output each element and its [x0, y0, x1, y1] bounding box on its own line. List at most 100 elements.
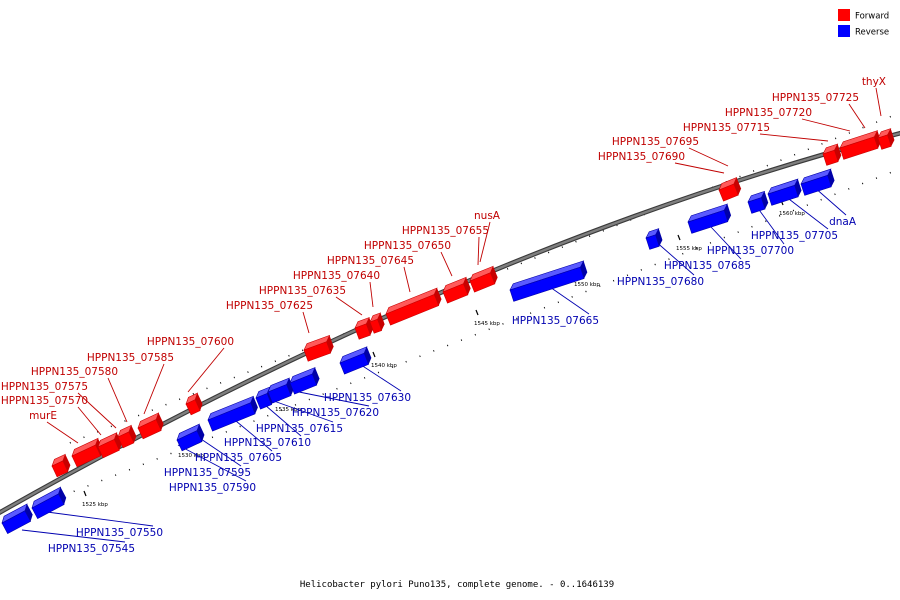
gene-label-hppn135-07680[interactable]: HPPN135_07680: [617, 276, 704, 288]
gene-label-hppn135-07725[interactable]: HPPN135_07725: [772, 92, 859, 104]
gene-front-face: [1, 510, 31, 535]
gene-label-mure[interactable]: murE: [29, 410, 57, 422]
gene-hppn135-07545[interactable]: [0, 503, 35, 535]
upper-minor-tick: [547, 251, 550, 254]
gene-label-hppn135-07715[interactable]: HPPN135_07715: [683, 122, 770, 134]
gene-label-hppn135-07545[interactable]: HPPN135_07545: [48, 543, 135, 555]
gene-hppn135-07650[interactable]: [441, 276, 472, 304]
lower-minor-tick: [599, 285, 601, 287]
leader-line: [756, 206, 785, 245]
gene-label-hppn135-07705[interactable]: HPPN135_07705: [751, 230, 838, 242]
gene-hppn135-07625[interactable]: [302, 334, 335, 362]
gene-side-face: [794, 179, 802, 197]
lower-minor-tick: [557, 301, 560, 304]
gene-label-hppn135-07550[interactable]: HPPN135_07550: [76, 527, 163, 539]
gene-label-hppn135-07620[interactable]: HPPN135_07620: [292, 407, 379, 419]
gene-hppn135-07635[interactable]: [353, 316, 375, 340]
gene-label-hppn135-07645[interactable]: HPPN135_07645: [327, 255, 414, 267]
gene-hppn135-07640[interactable]: [368, 312, 386, 334]
legend-forward-label: Forward: [855, 12, 889, 22]
gene-hppn135-07690[interactable]: [717, 176, 743, 202]
leader-line: [77, 406, 102, 436]
scale-tick: [677, 234, 681, 241]
gene-label-hppn135-07595[interactable]: HPPN135_07595: [164, 467, 251, 479]
gene-hppn135-07575[interactable]: [96, 432, 124, 459]
gene-label-hppn135-07625[interactable]: HPPN135_07625: [226, 300, 313, 312]
gene-side-face: [580, 260, 588, 279]
gene-label-hppn135-07695[interactable]: HPPN135_07695: [612, 136, 699, 148]
gene-hppn135-07685[interactable]: [686, 203, 732, 234]
gene-label-hppn135-07575[interactable]: HPPN135_07575: [1, 381, 88, 393]
lower-minor-tick: [267, 414, 269, 417]
gene-hppn135-07655[interactable]: [468, 265, 499, 293]
gene-hppn135-07580[interactable]: [116, 424, 139, 449]
gene-label-hppn135-07600[interactable]: HPPN135_07600: [147, 336, 234, 348]
gene-label-hppn135-07650[interactable]: HPPN135_07650: [364, 240, 451, 252]
gene-hppn135-07630[interactable]: [338, 346, 373, 375]
gene-mure[interactable]: [50, 453, 73, 478]
gene-label-hppn135-07685[interactable]: HPPN135_07685: [664, 260, 751, 272]
gene-label-thyx[interactable]: thyX: [862, 76, 886, 88]
leader-line: [440, 251, 453, 277]
gene-label-hppn135-07720[interactable]: HPPN135_07720: [725, 107, 812, 119]
gene-hppn135-07705[interactable]: [766, 178, 803, 206]
gene-hppn135-07600[interactable]: [184, 392, 205, 416]
upper-minor-tick: [575, 240, 577, 243]
upper-minor-tick: [165, 403, 167, 406]
gene-label-hppn135-07610[interactable]: HPPN135_07610: [224, 437, 311, 449]
lower-minor-tick: [405, 360, 407, 363]
gene-hppn135-07550[interactable]: [30, 486, 69, 520]
gene-side-face: [250, 396, 258, 414]
gene-hppn135-07720[interactable]: [838, 130, 882, 160]
gene-hppn135-07645[interactable]: [384, 287, 443, 326]
gene-side-face: [24, 504, 33, 522]
leader-line: [674, 162, 725, 174]
gene-label-dnaa[interactable]: dnaA: [829, 216, 857, 228]
gene-label-hppn135-07590[interactable]: HPPN135_07590: [169, 482, 256, 494]
lower-minor-tick: [778, 215, 781, 217]
gene-label-hppn135-07665[interactable]: HPPN135_07665: [512, 315, 599, 327]
legend-forward-swatch: [838, 9, 850, 21]
gene-label-hppn135-07605[interactable]: HPPN135_07605: [195, 452, 282, 464]
gene-label-hppn135-07690[interactable]: HPPN135_07690: [598, 151, 685, 163]
gene-dnaa[interactable]: [799, 168, 836, 196]
gene-hppn135-07700[interactable]: [746, 190, 769, 214]
lower-minor-tick: [73, 490, 75, 493]
gene-label-hppn135-07630[interactable]: HPPN135_07630: [324, 392, 411, 404]
lower-minor-tick: [114, 474, 117, 476]
upper-minor-tick: [110, 425, 113, 428]
gene-hppn135-07585[interactable]: [136, 412, 166, 440]
gene-label-hppn135-07700[interactable]: HPPN135_07700: [707, 245, 794, 257]
gene-label-hppn135-07585[interactable]: HPPN135_07585: [87, 352, 174, 364]
lower-minor-tick: [391, 366, 394, 368]
upper-minor-tick: [274, 360, 277, 363]
gene-hppn135-07680[interactable]: [644, 228, 664, 250]
upper-minor-tick: [137, 414, 140, 417]
upper-minor-tick: [260, 365, 263, 368]
gene-hppn135-07615[interactable]: [266, 377, 296, 404]
legend-reverse-swatch: [838, 25, 850, 37]
gene-hppn135-07620[interactable]: [288, 366, 321, 395]
leader-line: [200, 438, 242, 467]
lower-minor-tick: [529, 312, 532, 314]
scale-tick: [372, 351, 376, 358]
gene-hppn135-07725[interactable]: [876, 128, 896, 150]
gene-label-nusa[interactable]: nusA: [474, 210, 501, 222]
scale-tick: [83, 490, 87, 497]
gene-hppn135-07715[interactable]: [821, 143, 842, 166]
gene-label-hppn135-07635[interactable]: HPPN135_07635: [259, 285, 346, 297]
upper-minor-tick: [219, 382, 222, 384]
gene-hppn135-07590[interactable]: [175, 423, 207, 452]
gene-label-hppn135-07655[interactable]: HPPN135_07655: [402, 225, 489, 237]
gene-hppn135-07605[interactable]: [206, 395, 260, 432]
gene-hppn135-07665[interactable]: [508, 260, 588, 302]
gene-label-hppn135-07580[interactable]: HPPN135_07580: [31, 366, 118, 378]
lower-minor-tick: [128, 468, 131, 471]
scale-label: 1525 kbp: [82, 502, 108, 508]
gene-label-hppn135-07615[interactable]: HPPN135_07615: [256, 423, 343, 435]
gene-label-hppn135-07640[interactable]: HPPN135_07640: [293, 270, 380, 282]
upper-minor-tick: [602, 229, 605, 232]
lower-minor-tick: [543, 306, 546, 309]
gene-label-hppn135-07570[interactable]: HPPN135_07570: [1, 395, 88, 407]
upper-minor-tick: [807, 148, 810, 151]
